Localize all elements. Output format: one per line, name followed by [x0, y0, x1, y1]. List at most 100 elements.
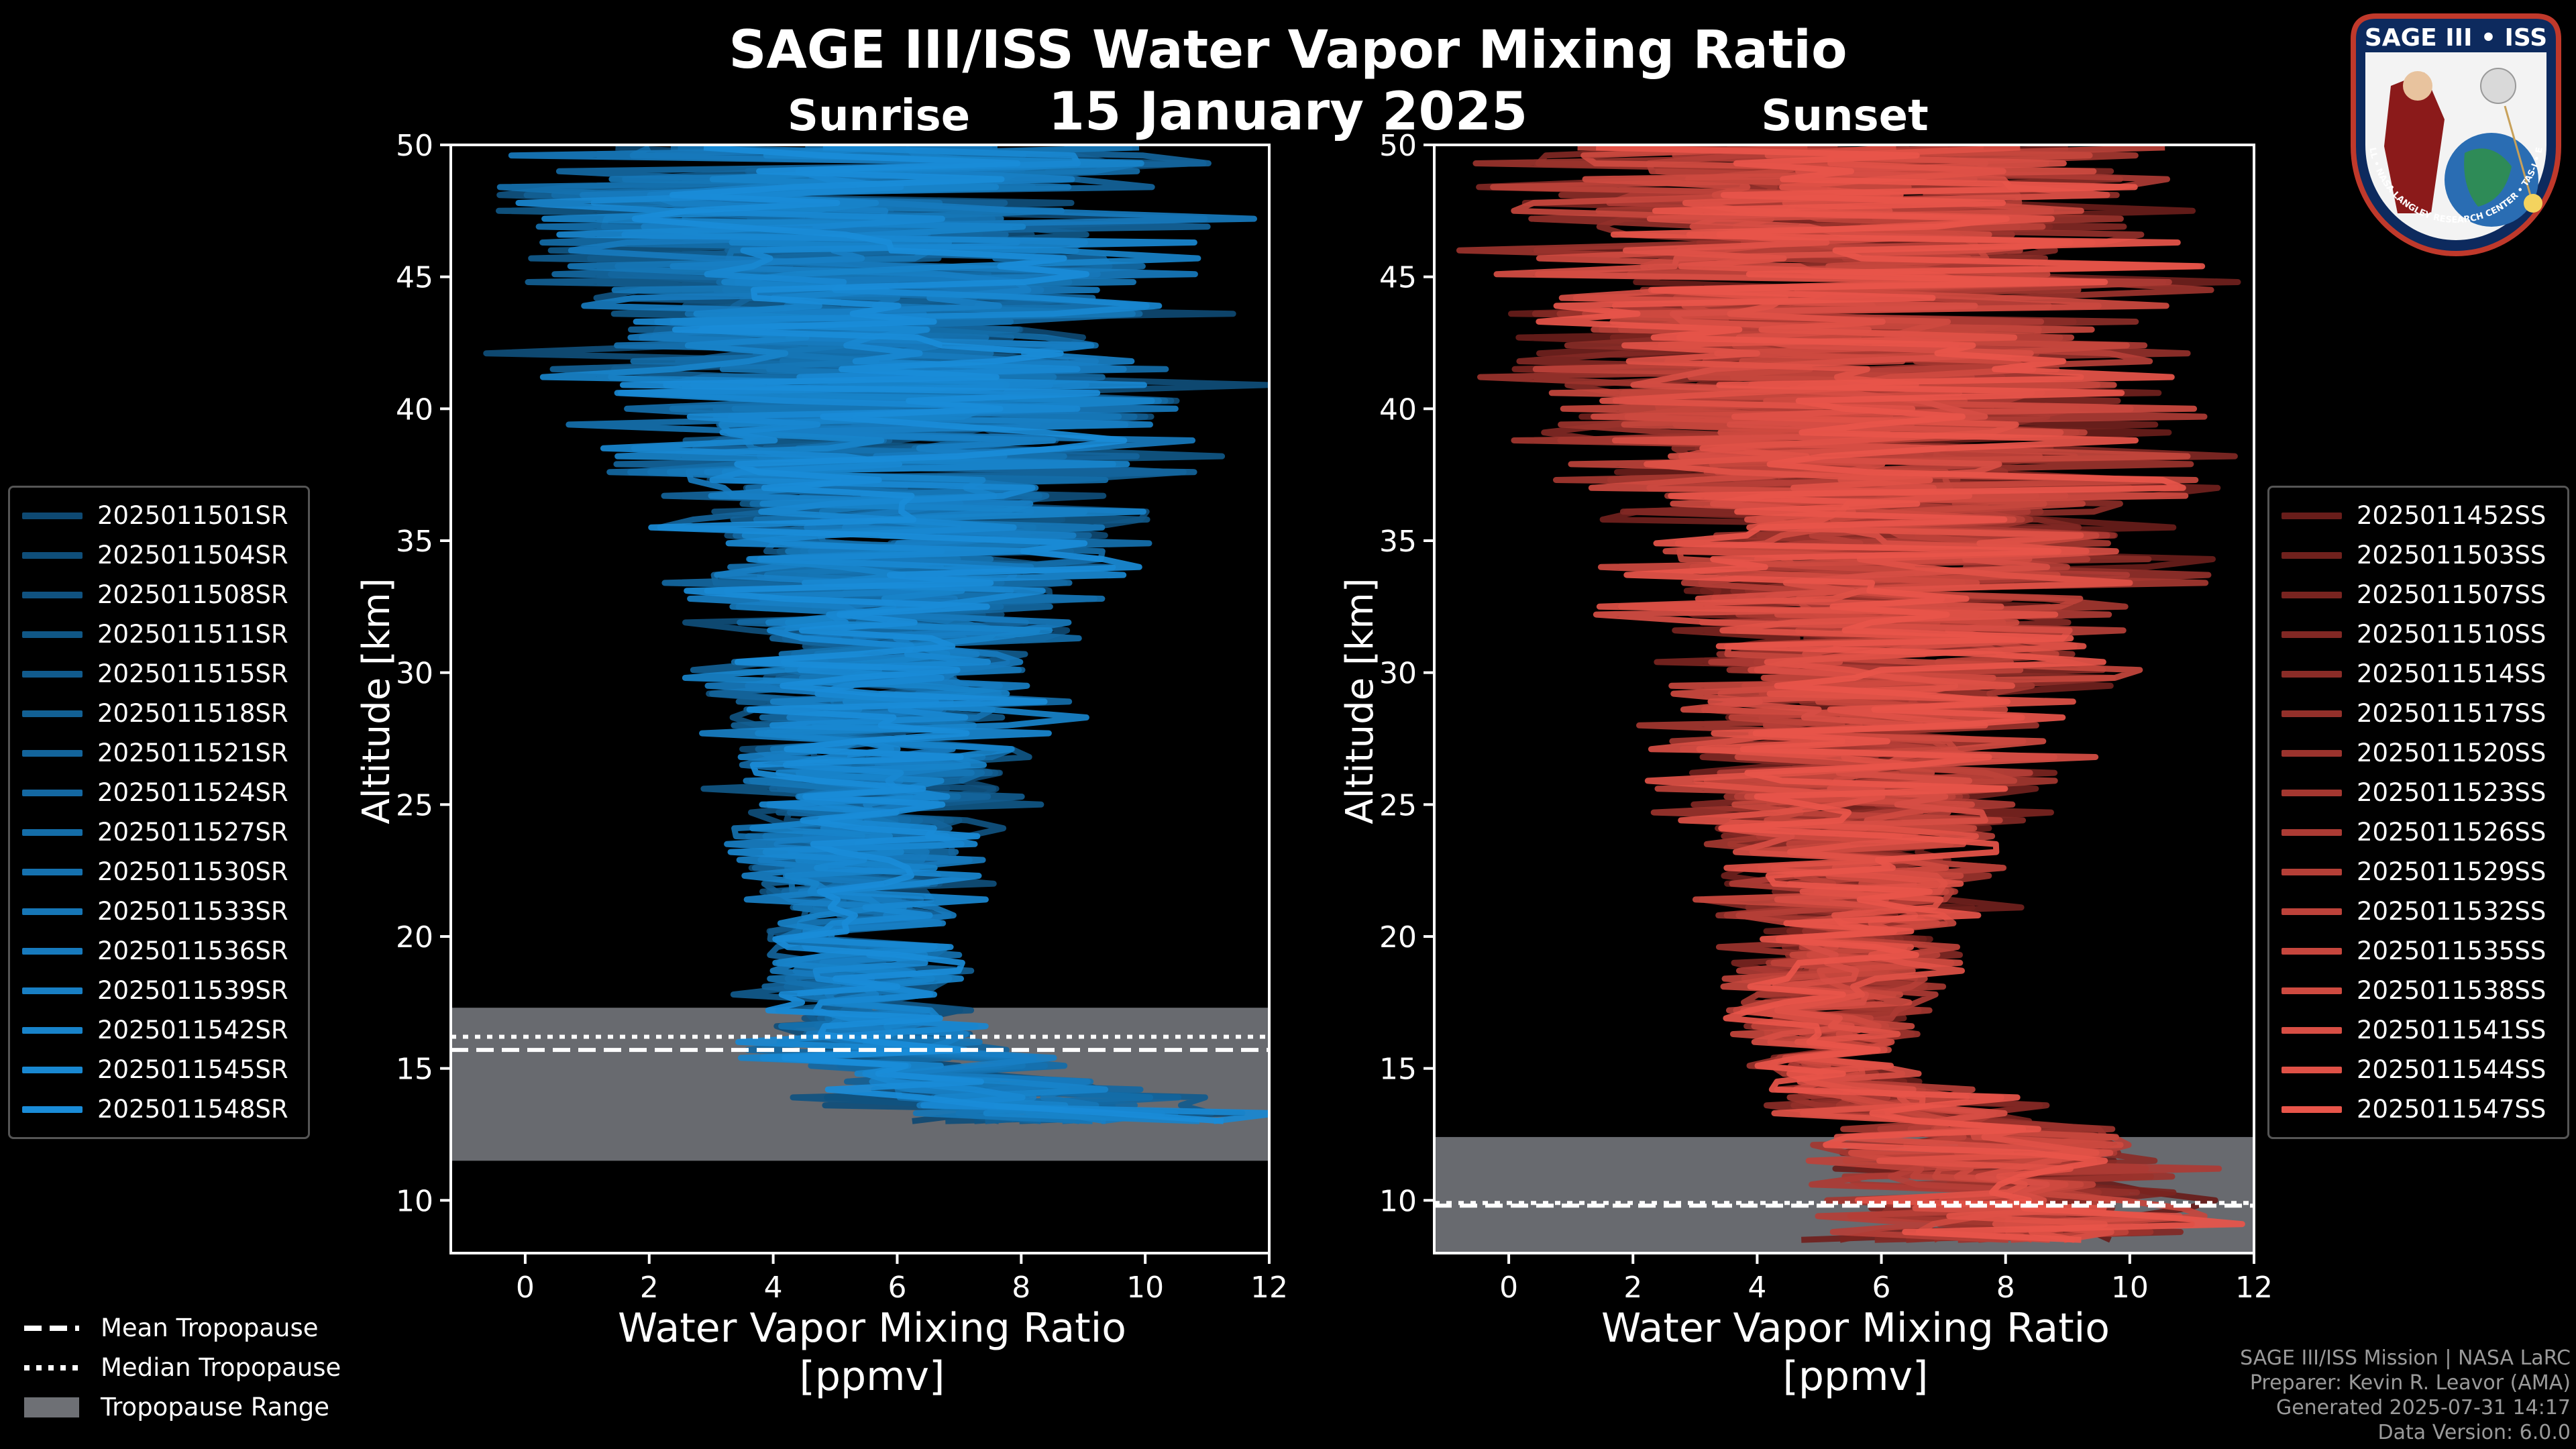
- sunrise-legend-label: 2025011515SR: [97, 659, 288, 688]
- sunset-legend-item: 2025011520SS: [2282, 733, 2555, 773]
- sunset-legend-item: 2025011523SS: [2282, 773, 2555, 812]
- sunset-legend-swatch: [2282, 789, 2342, 796]
- legend-median-tropopause: Median Tropopause: [24, 1348, 400, 1387]
- sunset-legend-item: 2025011510SS: [2282, 614, 2555, 654]
- sunset-legend-label: 2025011526SS: [2357, 818, 2546, 847]
- sunset-legend-swatch: [2282, 749, 2342, 757]
- sunset-legend-swatch: [2282, 591, 2342, 598]
- sunrise-legend-label: 2025011521SR: [97, 739, 288, 767]
- sunrise-xlabel: Water Vapor Mixing Ratio [ppmv]: [470, 1304, 1275, 1401]
- sunrise-legend-swatch: [22, 1106, 83, 1113]
- sunset-profile-2025011547SS: [1536, 145, 2245, 1243]
- sunset-ytick-label-20: 20: [1379, 920, 1417, 955]
- sunrise-legend-item: 2025011518SR: [22, 694, 296, 733]
- sunrise-legend-label: 2025011530SR: [97, 857, 288, 886]
- legend-mean-label: Mean Tropopause: [101, 1313, 319, 1342]
- credit-mission: SAGE III/ISS Mission | NASA LaRC: [2240, 1346, 2571, 1370]
- sunset-legend-item: 2025011544SS: [2282, 1050, 2555, 1089]
- sunrise-legend-item: 2025011504SR: [22, 535, 296, 575]
- sunrise-legend-swatch: [22, 591, 83, 598]
- sunset-plot-area: [1434, 145, 2254, 1253]
- sunrise-xtick-label-0: 0: [516, 1271, 535, 1305]
- sunrise-axes-frame: [449, 144, 1271, 1254]
- sunset-xtick-label-8: 8: [1996, 1271, 2015, 1305]
- sunset-xtick-label-10: 10: [2111, 1271, 2149, 1305]
- sunset-legend-item: 2025011547SS: [2282, 1089, 2555, 1129]
- sunrise-legend-swatch: [22, 987, 83, 994]
- sunset-legend-swatch: [2282, 631, 2342, 638]
- sunrise-xlabel-text: Water Vapor Mixing Ratio: [618, 1305, 1126, 1352]
- sunrise-ytick-label-40: 40: [396, 392, 433, 427]
- sunrise-xtick-label-12: 12: [1250, 1271, 1288, 1305]
- sunset-legend-label: 2025011520SS: [2357, 739, 2546, 767]
- sunrise-legend-swatch: [22, 631, 83, 638]
- sunrise-legend-item: 2025011536SR: [22, 931, 296, 971]
- sunset-legend-label: 2025011529SS: [2357, 857, 2546, 886]
- sunset-legend-swatch: [2282, 947, 2342, 955]
- sunset-legend-label: 2025011547SS: [2357, 1095, 2546, 1124]
- sunrise-xlabel-unit: [ppmv]: [799, 1353, 945, 1400]
- sunset-legend-label: 2025011507SS: [2357, 580, 2546, 609]
- chart-date: 15 January 2025: [1048, 82, 1528, 142]
- sunrise-legend-item: 2025011511SR: [22, 614, 296, 654]
- sunrise-legend-label: 2025011548SR: [97, 1095, 288, 1124]
- sunset-legend-item: 2025011526SS: [2282, 812, 2555, 852]
- sunset-legend-swatch: [2282, 670, 2342, 678]
- sunset-legend-swatch: [2282, 551, 2342, 559]
- sunrise-subtitle: Sunrise: [787, 91, 971, 141]
- sunrise-legend-item: 2025011501SR: [22, 496, 296, 535]
- sunset-legend-swatch: [2282, 710, 2342, 717]
- sunset-legend-item: 2025011532SS: [2282, 892, 2555, 931]
- sunrise-profile-2025011548SR: [619, 145, 1224, 1124]
- sunset-axes-frame: [1433, 144, 2255, 1254]
- sunrise-legend-item: 2025011524SR: [22, 773, 296, 812]
- sunset-legend-swatch: [2282, 908, 2342, 915]
- sunrise-legend-item: 2025011533SR: [22, 892, 296, 931]
- tropopause-legend: Mean Tropopause Median Tropopause Tropop…: [24, 1308, 400, 1427]
- sunset-xtick-label-6: 6: [1872, 1271, 1891, 1305]
- sunset-legend-item: 2025011529SS: [2282, 852, 2555, 892]
- sunrise-legend: 2025011501SR 2025011504SR 2025011508SR 2025…: [8, 486, 310, 1139]
- sunset-legend-label: 2025011532SS: [2357, 897, 2546, 926]
- sunset-legend-swatch: [2282, 987, 2342, 994]
- sunrise-legend-label: 2025011501SR: [97, 501, 288, 530]
- sunset-ytick-label-25: 25: [1379, 788, 1417, 822]
- sunset-subtitle: Sunset: [1761, 91, 1929, 141]
- sunrise-ytick-label-15: 15: [396, 1053, 433, 1087]
- sunrise-legend-swatch: [22, 947, 83, 955]
- sunrise-legend-swatch: [22, 828, 83, 836]
- sunset-ytick-label-30: 30: [1379, 657, 1417, 691]
- sunrise-legend-item: 2025011530SR: [22, 852, 296, 892]
- sunrise-legend-swatch: [22, 908, 83, 915]
- sunrise-xtick-label-4: 4: [764, 1271, 783, 1305]
- sunrise-ytick-label-50: 50: [396, 129, 433, 163]
- sunrise-xtick-label-2: 2: [640, 1271, 659, 1305]
- sunrise-ytick-label-20: 20: [396, 920, 433, 955]
- legend-median-label: Median Tropopause: [101, 1353, 341, 1382]
- sunset-legend-item: 2025011507SS: [2282, 575, 2555, 614]
- sunrise-legend-item: 2025011515SR: [22, 654, 296, 694]
- sunrise-xtick-label-6: 6: [888, 1271, 906, 1305]
- dashed-line-swatch: [24, 1325, 79, 1331]
- sunset-ytick-label-15: 15: [1379, 1053, 1417, 1087]
- sunset-legend-label: 2025011523SS: [2357, 778, 2546, 807]
- sunrise-profile-2025011545SR: [515, 145, 1269, 1124]
- sunrise-ytick-label-45: 45: [396, 261, 433, 295]
- sunset-xtick-label-4: 4: [1748, 1271, 1766, 1305]
- sunrise-legend-label: 2025011542SR: [97, 1016, 288, 1044]
- sunset-xtick-label-2: 2: [1623, 1271, 1642, 1305]
- sunset-ytick-label-35: 35: [1379, 525, 1417, 559]
- sunset-legend-label: 2025011544SS: [2357, 1055, 2546, 1084]
- credits: SAGE III/ISS Mission | NASA LaRC Prepare…: [1945, 1346, 2571, 1445]
- sunrise-legend-label: 2025011533SR: [97, 897, 288, 926]
- sunrise-legend-item: 2025011542SR: [22, 1010, 296, 1050]
- legend-mean-tropopause: Mean Tropopause: [24, 1308, 400, 1348]
- sunrise-ytick-label-25: 25: [396, 788, 433, 822]
- sunset-xtick-label-12: 12: [2235, 1271, 2273, 1305]
- sunset-legend-swatch: [2282, 828, 2342, 836]
- sunrise-legend-label: 2025011518SR: [97, 699, 288, 728]
- sunrise-legend-swatch: [22, 749, 83, 757]
- sunrise-legend-label: 2025011524SR: [97, 778, 288, 807]
- sunset-legend-item: 2025011503SS: [2282, 535, 2555, 575]
